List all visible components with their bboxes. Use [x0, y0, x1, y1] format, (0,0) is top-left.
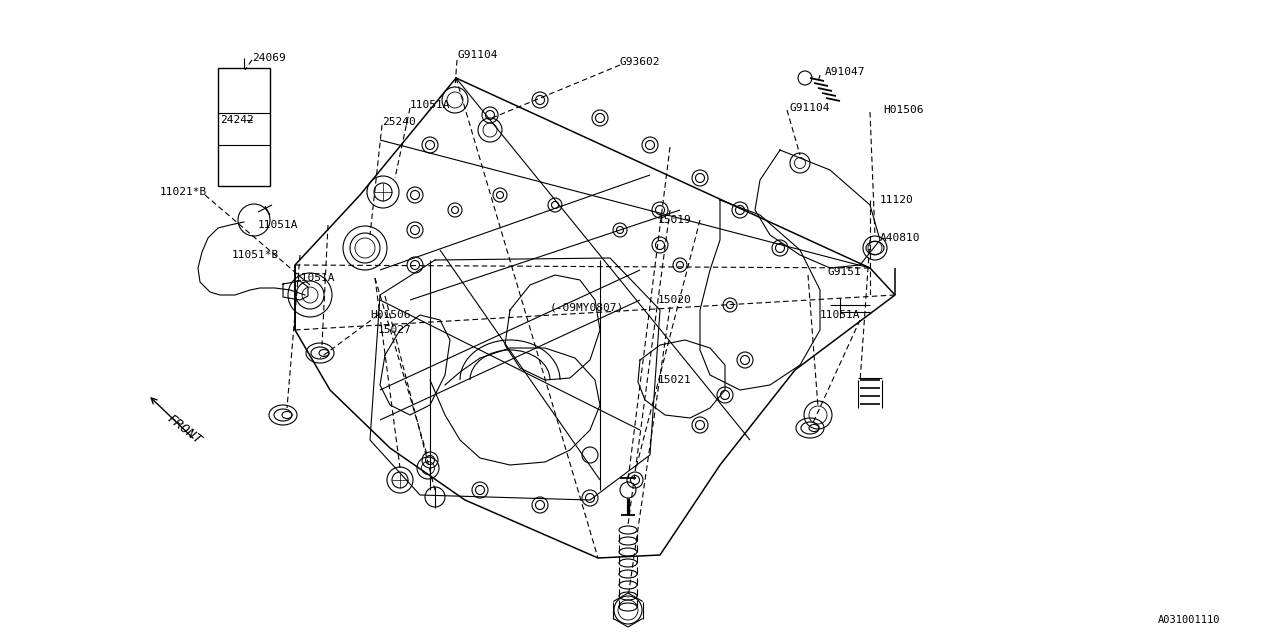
Text: (-09MY0807): (-09MY0807): [550, 303, 625, 313]
Text: 15021: 15021: [658, 375, 691, 385]
Text: 11120: 11120: [881, 195, 914, 205]
Text: 11051A: 11051A: [410, 100, 451, 110]
Text: G9151: G9151: [828, 267, 861, 277]
Text: A40810: A40810: [881, 233, 920, 243]
Text: 11021*B: 11021*B: [160, 187, 207, 197]
Text: H01506: H01506: [370, 310, 411, 320]
Bar: [218, 68, 270, 186]
Text: 25240: 25240: [381, 117, 416, 127]
Text: 15019: 15019: [658, 215, 691, 225]
Text: 11051A: 11051A: [294, 273, 335, 283]
Text: FRONT: FRONT: [165, 413, 205, 447]
Text: 15027: 15027: [378, 325, 412, 335]
Text: G91104: G91104: [790, 103, 831, 113]
Text: 11051A: 11051A: [820, 310, 860, 320]
Text: G91104: G91104: [457, 50, 498, 60]
Text: 24242: 24242: [220, 115, 253, 125]
Text: 24069: 24069: [252, 53, 285, 63]
Text: 11051A: 11051A: [259, 220, 298, 230]
Text: A91047: A91047: [826, 67, 865, 77]
Text: 11051*B: 11051*B: [232, 250, 279, 260]
Text: G93602: G93602: [620, 57, 660, 67]
Text: H01506: H01506: [883, 105, 923, 115]
Text: 15020: 15020: [658, 295, 691, 305]
Text: A031001110: A031001110: [1157, 615, 1220, 625]
